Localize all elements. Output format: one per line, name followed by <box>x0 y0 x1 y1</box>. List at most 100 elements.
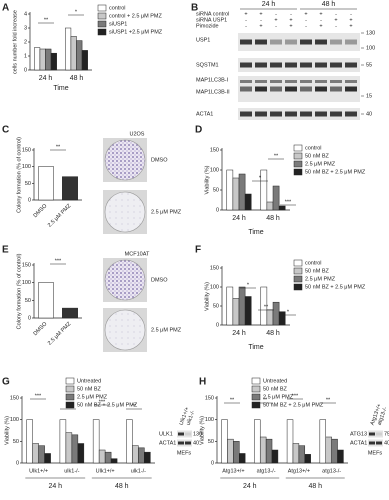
bar <box>227 438 234 464</box>
y-tick-label: 150 <box>10 395 19 401</box>
bar <box>110 458 118 464</box>
significance-label: ** <box>132 403 137 409</box>
significance-label: ** <box>264 304 269 310</box>
bar <box>319 419 326 464</box>
image-label: 2.5 μM PMZ <box>151 209 182 215</box>
legend-swatch <box>293 168 303 176</box>
blot-band <box>369 432 375 436</box>
sign-label: - <box>335 23 337 29</box>
bar <box>286 419 294 464</box>
x-tick-label: 2.5 μM PMZ <box>47 321 73 347</box>
blot-band <box>315 86 327 92</box>
blot-band <box>185 441 191 445</box>
sign-label: - <box>260 17 262 23</box>
y-axis-label: Viability (%) <box>204 282 210 311</box>
y-tick-label: 100 <box>22 280 31 286</box>
marker-label: 75 <box>384 431 389 437</box>
blot-strip <box>238 58 360 72</box>
timepoint-label: 48 h <box>322 1 336 8</box>
protein-label: MAP1LC3B-I <box>196 77 229 83</box>
blot-band <box>255 62 267 68</box>
sign-label: - <box>305 23 307 29</box>
legend-label: 50 nM BZ + 2.5 μM PMZ <box>305 169 366 175</box>
sign-label: + <box>349 23 352 29</box>
marker-label: 40 <box>366 111 372 117</box>
y-axis-label: cells number fold increase <box>12 10 18 74</box>
cell-line-label: U2OS <box>130 131 145 137</box>
y-axis-label: Viability (%) <box>199 416 205 445</box>
legend-label: siUSP1 <box>109 21 127 27</box>
blot-strip <box>177 430 192 438</box>
bar <box>266 201 274 211</box>
condition-label: siRNA USP1 <box>196 17 227 23</box>
bar <box>76 40 83 71</box>
blot-band <box>240 111 252 117</box>
sign-label: + <box>289 17 292 23</box>
legend-label: siUSP1 +2.5 μM PMZ <box>109 29 163 35</box>
bar <box>233 441 240 464</box>
legend-swatch <box>65 385 75 393</box>
blot-band <box>270 39 282 45</box>
legend-label: 50 nM BZ + 2.5 μM PMZ <box>305 284 366 290</box>
plate-image <box>104 259 146 301</box>
bar <box>298 445 306 464</box>
y-tick-label: 150 <box>205 395 214 401</box>
plate-image <box>104 191 146 233</box>
bar <box>278 205 286 211</box>
legend-swatch <box>97 12 107 20</box>
blot-band <box>270 111 282 117</box>
legend-label: Untreated <box>263 378 287 384</box>
y-tick-label: 100 <box>205 417 214 423</box>
x-tick-label: atg13-/- <box>257 468 276 474</box>
bar <box>325 436 332 464</box>
cells-label: MEFs <box>177 450 192 456</box>
y-axis-label: Colony formation (% of control) <box>16 137 22 213</box>
protein-label: ATG13 <box>350 431 367 437</box>
sign-label: - <box>290 11 292 17</box>
legend-label: 2.5 μM PMZ <box>305 276 336 282</box>
condition-label: siRNA control <box>196 11 229 17</box>
blot-band <box>300 39 312 45</box>
sign-label: + <box>319 23 322 29</box>
marker-label: 15 <box>366 93 372 99</box>
legend-swatch <box>293 267 303 275</box>
blot-band <box>315 62 327 68</box>
significance-label: ** <box>66 403 71 409</box>
legend-label: Untreated <box>77 378 101 384</box>
marker-label: 55 <box>366 62 372 68</box>
marker-label: 40 <box>193 440 199 446</box>
x-axis-label: Time <box>248 344 263 351</box>
panel-letter: B <box>191 3 198 14</box>
bar <box>50 52 57 71</box>
legend-swatch <box>293 275 303 283</box>
y-tick-label: 0 <box>24 67 27 73</box>
y-tick-label: 50 <box>213 187 219 193</box>
sign-label: + <box>289 23 292 29</box>
legend-label: 50 nM BZ + 2.5 μM PMZ <box>77 402 138 408</box>
bar <box>32 443 39 464</box>
blot-band <box>345 111 357 117</box>
legend-swatch <box>293 283 303 291</box>
panel-letter: G <box>2 377 10 388</box>
y-tick-label: 50 <box>208 439 214 445</box>
bar <box>226 286 234 326</box>
legend-swatch <box>293 160 303 168</box>
y-axis-label: Viability (%) <box>4 416 10 445</box>
blot-band <box>240 62 252 68</box>
bar <box>265 438 273 464</box>
blot-band <box>285 80 297 83</box>
timepoint-label: 24 h <box>262 1 276 8</box>
legend-label: 2.5 μM PMZ <box>77 394 108 400</box>
x-tick-label: 2.5 μM PMZ <box>47 203 73 229</box>
blot-band <box>330 80 342 83</box>
sign-label: - <box>305 17 307 23</box>
blot-band <box>330 86 342 92</box>
blot-band <box>345 62 357 68</box>
x-tick-label: 24 h <box>39 75 53 82</box>
blot-band <box>315 80 327 83</box>
image-label: 2.5 μM PMZ <box>151 327 182 333</box>
blot-band <box>376 441 382 445</box>
legend-label: control <box>305 260 322 266</box>
